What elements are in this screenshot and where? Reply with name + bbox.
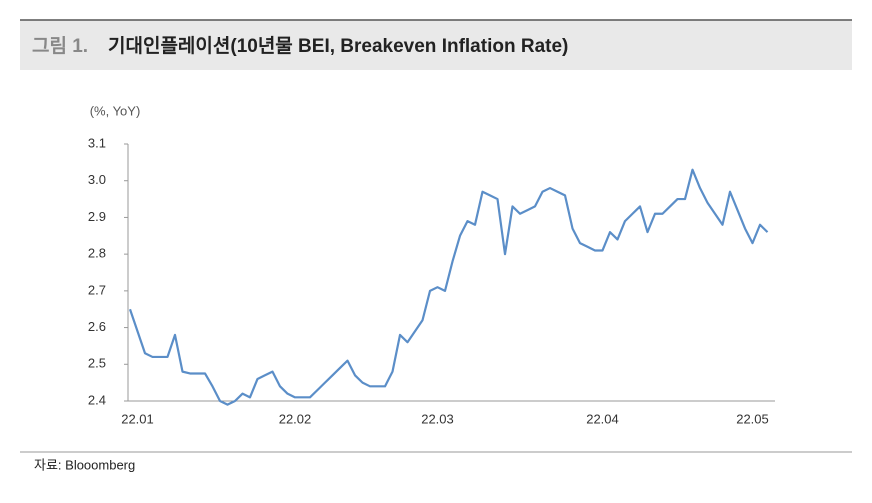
y-tick-label: 2.6 — [88, 319, 106, 334]
y-tick-label: 3.0 — [88, 172, 106, 187]
title-band — [20, 20, 852, 70]
y-tick-label: 2.8 — [88, 246, 106, 261]
y-tick-label: 2.4 — [88, 392, 106, 407]
x-tick-label: 22.04 — [586, 411, 619, 426]
y-axis-label: (%, YoY) — [90, 103, 141, 118]
y-tick-label: 2.7 — [88, 282, 106, 297]
chart-title: 기대인플레이션(10년물 BEI, Breakeven Inflation Ra… — [108, 35, 568, 57]
x-tick-label: 22.05 — [736, 411, 769, 426]
source: 자료: Blooomberg — [34, 457, 135, 472]
x-tick-label: 22.03 — [421, 411, 454, 426]
title-prefix: 그림 1. — [32, 35, 88, 57]
y-tick-label: 3.1 — [88, 135, 106, 150]
series-line — [128, 168, 769, 406]
x-tick-label: 22.01 — [121, 411, 154, 426]
y-tick-label: 2.5 — [88, 356, 106, 371]
x-tick-label: 22.02 — [279, 411, 312, 426]
y-tick-label: 2.9 — [88, 209, 106, 224]
